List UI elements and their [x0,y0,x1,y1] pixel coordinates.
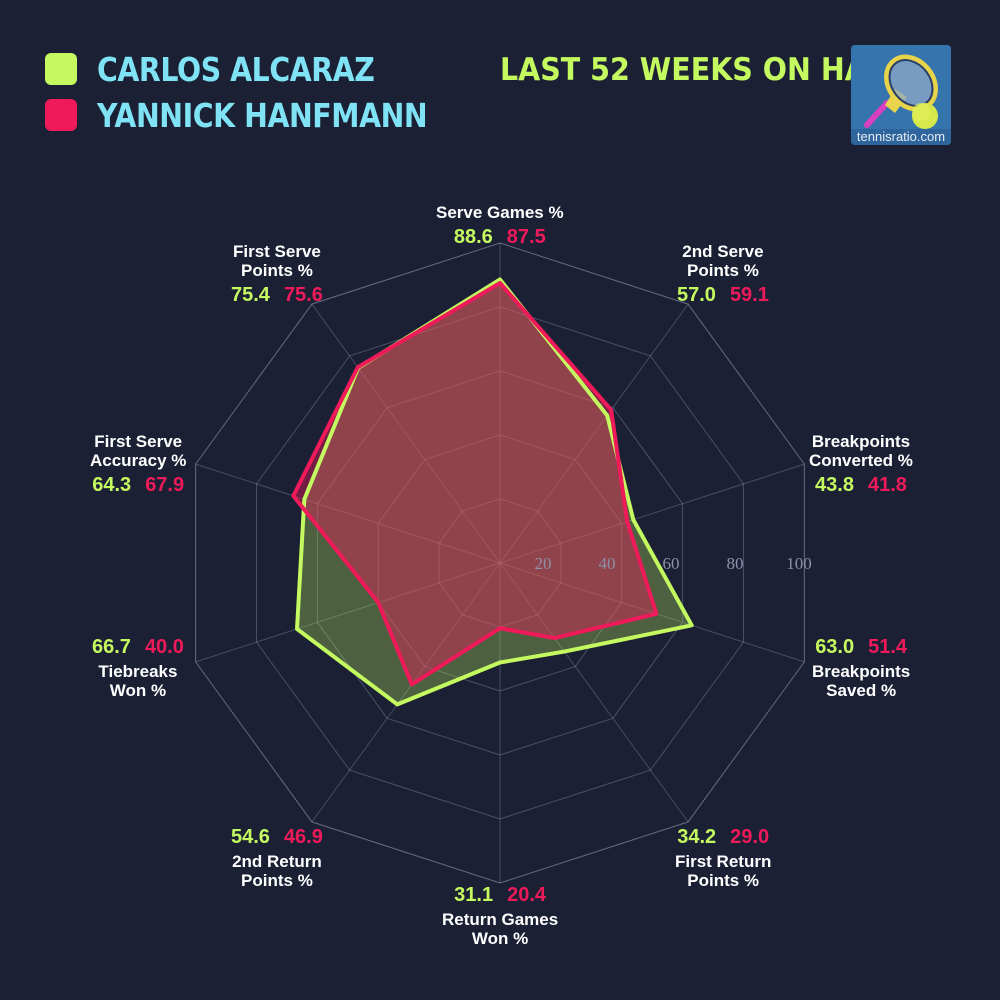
axis-values-first-serve-points: 75.4 75.6 [231,284,323,306]
radar-spoke-4 [499,562,689,823]
legend: CARLOS ALCARAZ YANNICK HANFMANN [45,48,481,140]
axis-label-text-breakpoints-saved: Breakpoints Saved % [812,662,911,701]
axis-value-player-1-second-serve-points: 57.0 [677,284,716,307]
legend-label-player-2: YANNICK HANFMANN [97,95,428,135]
legend-item-player-2: YANNICK HANFMANN [45,94,481,136]
radial-tick-20: 20 [535,554,552,573]
axis-label-breakpoints-saved: 63.0 51.4 Breakpoints Saved % [812,636,910,700]
axis-label-text-return-games-won: Return Games Won % [442,910,559,949]
axis-value-player-1-return-games-won: 31.1 [454,884,494,906]
axis-value-player-1-breakpoints-converted: 43.8 [815,474,854,497]
radial-tick-60: 60 [663,554,680,573]
radar-tick-labels: 20 40 60 80 100 [535,554,812,573]
radar-outline-1 [295,277,694,707]
axis-label-text-first-serve-accuracy: First Serve Accuracy % [90,432,187,471]
radar-grid [195,242,805,884]
axis-values-breakpoints-converted: 43.8 41.8 [809,474,913,496]
axis-values-breakpoints-saved: 63.0 51.4 [812,636,910,658]
axis-label-text-second-return-points: 2nd Return Points % [232,852,322,891]
legend-swatch-player-1 [45,53,77,85]
axis-label-text-first-serve-points: First Serve Points % [232,242,321,281]
radar-spoke-6 [311,562,501,823]
axis-value-player-2-first-return-points: 29.0 [730,826,770,848]
radar-spoke-3 [499,562,805,663]
axis-label-text-first-return-points: First Return Points % [675,852,772,891]
radar-ring-100 [195,242,805,884]
page-title: LAST 52 WEEKS ON HARD [500,52,913,88]
radial-tick-80: 80 [727,554,744,573]
radar-ring-40 [377,434,623,692]
axis-label-second-serve-points: 2nd Serve Points % 57.0 59.1 [677,242,769,306]
axis-value-player-2-first-serve-points: 75.6 [283,284,323,307]
radar-spoke-9 [311,303,501,564]
axis-value-player-2-second-serve-points: 59.1 [729,284,769,307]
radar-outline-2 [291,281,659,687]
radar-spoke-2 [499,463,805,564]
axis-value-player-1-serve-games: 88.6 [453,226,493,249]
radar-area-2 [293,283,657,685]
radial-tick-40: 40 [599,554,616,573]
axis-value-player-1-second-return-points: 54.6 [231,826,270,848]
axis-label-tiebreaks-won: 66.7 40.0 Tiebreaks Won % [92,636,184,700]
logo-caption: tennisratio.com [857,129,945,144]
axis-values-first-return-points: 34.2 29.0 [675,826,771,848]
axis-value-player-2-tiebreaks-won: 40.0 [144,636,184,658]
axis-value-player-2-breakpoints-saved: 51.4 [868,636,908,658]
axis-label-text-serve-games: Serve Games % [436,203,564,222]
legend-swatch-player-2 [45,99,77,131]
radar-series [291,277,694,707]
axis-values-first-serve-accuracy: 64.3 67.9 [90,474,186,496]
radar-area-1 [297,279,692,705]
axis-label-text-second-serve-points: 2nd Serve Points % [682,242,764,281]
axis-value-player-1-first-return-points: 34.2 [677,826,717,848]
radar-spoke-8 [195,463,501,564]
axis-value-player-1-breakpoints-saved: 63.0 [815,636,855,658]
axis-label-serve-games: Serve Games % 88.6 87.5 [436,203,564,248]
axis-value-player-2-breakpoints-converted: 41.8 [867,474,907,497]
legend-label-player-1: CARLOS ALCARAZ [97,49,375,89]
axis-label-breakpoints-converted: Breakpoints Converted % 43.8 41.8 [809,432,913,496]
axis-value-player-2-first-serve-accuracy: 67.9 [145,474,185,497]
radar-spoke-1 [499,303,689,564]
axis-value-player-1-first-serve-points: 75.4 [231,284,270,307]
axis-value-player-1-tiebreaks-won: 66.7 [92,636,131,658]
legend-item-player-1: CARLOS ALCARAZ [45,48,481,90]
logo-graphic: tennisratio.com [851,45,951,145]
axis-values-tiebreaks-won: 66.7 40.0 [92,636,184,658]
axis-label-first-serve-points: First Serve Points % 75.4 75.6 [231,242,323,306]
tennisratio-logo: tennisratio.com [851,45,951,145]
axis-values-second-serve-points: 57.0 59.1 [677,284,769,306]
radar-ring-60 [316,370,684,756]
radar-ring-80 [256,306,744,820]
axis-label-text-tiebreaks-won: Tiebreaks Won % [98,662,178,701]
axis-label-return-games-won: 31.1 20.4 Return Games Won % [442,884,558,948]
axis-value-player-2-serve-games: 87.5 [506,226,546,249]
radial-tick-100: 100 [786,554,812,573]
axis-label-second-return-points: 54.6 46.9 2nd Return Points % [231,826,323,890]
axis-values-return-games-won: 31.1 20.4 [442,884,558,906]
axis-label-first-serve-accuracy: First Serve Accuracy % 64.3 67.9 [90,432,186,496]
axis-value-player-2-second-return-points: 46.9 [283,826,323,848]
axis-label-text-breakpoints-converted: Breakpoints Converted % [809,432,913,471]
axis-value-player-1-first-serve-accuracy: 64.3 [92,474,132,497]
axis-values-serve-games: 88.6 87.5 [436,226,564,248]
radar-spoke-7 [195,562,501,663]
axis-values-second-return-points: 54.6 46.9 [231,826,323,848]
axis-label-first-return-points: 34.2 29.0 First Return Points % [675,826,771,890]
axis-value-player-2-return-games-won: 20.4 [507,884,547,906]
